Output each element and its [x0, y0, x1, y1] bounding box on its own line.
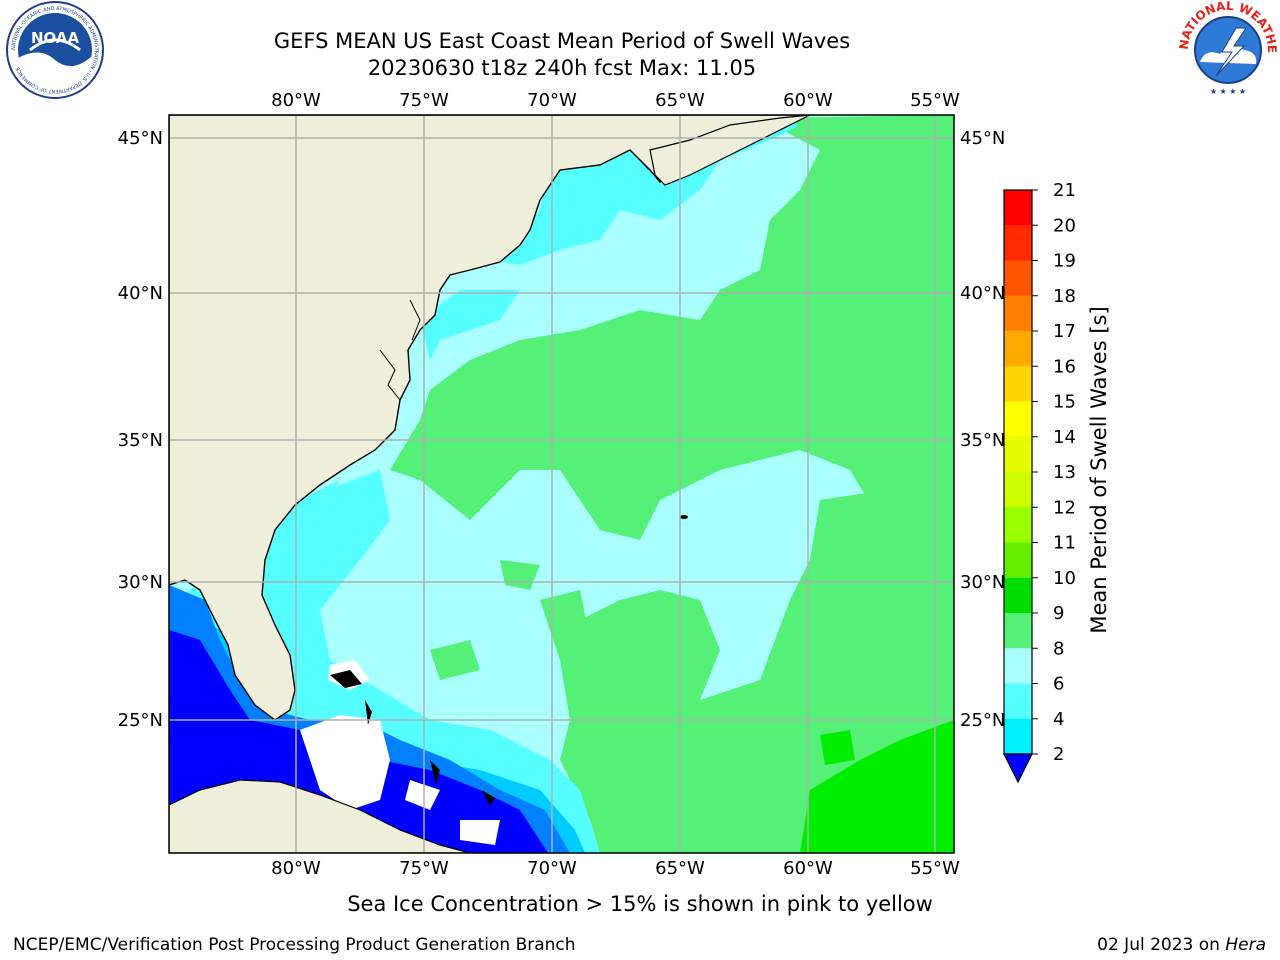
lat-label: 45°N: [960, 128, 1005, 149]
colorbar-segment: [1004, 507, 1032, 543]
colorbar-tick-label: 21: [1053, 180, 1076, 201]
chart-title: GEFS MEAN US East Coast Mean Period of S…: [274, 29, 850, 53]
lon-label: 65°W: [655, 90, 705, 111]
noaa-logo-text: NOAA: [31, 29, 80, 47]
footer-date: 02 Jul 2023 on Hera: [1097, 935, 1266, 955]
lon-label: 70°W: [527, 90, 577, 111]
colorbar: 21 20 19 18 17 16 15 14 13 12 11 10 9 8 6 4 2: [1003, 180, 1076, 784]
colorbar-tick-label: 15: [1053, 392, 1076, 413]
colorbar-tick-label: 12: [1053, 497, 1076, 518]
map-frame: [168, 114, 955, 854]
lat-label: 45°N: [118, 128, 163, 149]
lon-label: 75°W: [399, 858, 449, 879]
lat-label: 25°N: [960, 710, 1005, 731]
colorbar-segment: [1004, 225, 1032, 261]
colorbar-under-arrow: [1003, 753, 1033, 784]
footer-branch: NCEP/EMC/Verification Post Processing Pr…: [13, 935, 576, 955]
sea-ice-note: Sea Ice Concentration > 15% is shown in …: [347, 892, 933, 916]
colorbar-tick-label: 6: [1053, 674, 1064, 695]
colorbar-tick-label: 8: [1053, 638, 1064, 659]
colorbar-tick-label: 13: [1053, 462, 1076, 483]
lon-label: 65°W: [655, 858, 705, 879]
lon-label: 80°W: [271, 858, 321, 879]
noaa-logo: NOAA NATIONAL OCEANIC AND ATMOSPHERIC AD…: [6, 1, 104, 99]
colorbar-tick-label: 16: [1053, 356, 1076, 377]
lon-labels-bottom: 80°W 75°W 70°W 65°W 60°W 55°W: [271, 858, 960, 879]
colorbar-segment: [1004, 190, 1032, 226]
lon-label: 75°W: [399, 90, 449, 111]
lat-labels-right: 45°N 40°N 35°N 30°N 25°N: [960, 128, 1005, 731]
lat-label: 30°N: [960, 572, 1005, 593]
colorbar-segment: [1004, 613, 1032, 649]
colorbar-segment: [1004, 295, 1032, 332]
lon-labels-top: 80°W 75°W 70°W 65°W 60°W 55°W: [271, 90, 960, 111]
lat-label: 35°N: [118, 430, 163, 451]
colorbar-segment: [1004, 472, 1032, 508]
colorbar-segment: [1004, 331, 1032, 367]
land-north-america: [169, 115, 811, 721]
colorbar-tick-label: 19: [1053, 251, 1076, 272]
lat-label: 35°N: [960, 430, 1005, 451]
colorbar-tick-label: 20: [1053, 215, 1076, 236]
swell-10-11-region: [800, 720, 954, 853]
colorbar-tick-label: 2: [1053, 744, 1064, 765]
colorbar-tick-label: 4: [1053, 709, 1064, 730]
colorbar-segment: [1004, 718, 1032, 755]
lon-label: 55°W: [910, 858, 960, 879]
lat-label: 25°N: [118, 710, 163, 731]
colorbar-tick-label: 14: [1053, 427, 1076, 448]
lat-label: 40°N: [118, 283, 163, 304]
colorbar-label: Mean Period of Swell Waves [s]: [1087, 306, 1111, 633]
land-cuba: [169, 779, 471, 853]
swell-9-10-region: [390, 115, 954, 853]
lon-label: 70°W: [527, 858, 577, 879]
lon-label: 80°W: [271, 90, 321, 111]
svg-text:★ ★ ★ ★: ★ ★ ★ ★: [1210, 87, 1246, 96]
islands: [330, 515, 688, 806]
colorbar-segment: [1004, 436, 1032, 473]
lat-labels-left: 45°N 40°N 35°N 30°N 25°N: [118, 128, 163, 731]
lon-label: 60°W: [783, 858, 833, 879]
colorbar-segment: [1004, 401, 1032, 438]
land-maritimes: [649, 115, 811, 186]
colorbar-tick-label: 10: [1053, 568, 1076, 589]
colorbar-tick-label: 17: [1053, 321, 1076, 342]
lat-label: 30°N: [118, 572, 163, 593]
lat-label: 40°N: [960, 283, 1005, 304]
graticule: [169, 115, 954, 853]
colorbar-segment: [1004, 542, 1032, 579]
colorbar-segment: [1004, 683, 1032, 720]
lon-label: 55°W: [910, 90, 960, 111]
colorbar-segment: [1004, 260, 1032, 297]
colorbar-tick-label: 11: [1053, 533, 1076, 554]
footer-host: Hera: [1225, 935, 1266, 955]
map-panel: [169, 115, 954, 853]
chart-subtitle: 20230630 t18z 240h fcst Max: 11.05: [368, 56, 756, 80]
colorbar-tick-label: 9: [1053, 603, 1064, 624]
colorbar-segment: [1004, 366, 1032, 402]
lon-label: 60°W: [783, 90, 833, 111]
colorbar-segment: [1004, 648, 1032, 684]
footer-date-text: 02 Jul 2023 on: [1097, 935, 1225, 955]
colorbar-segment: [1004, 577, 1032, 614]
colorbar-tick-label: 18: [1053, 286, 1076, 307]
